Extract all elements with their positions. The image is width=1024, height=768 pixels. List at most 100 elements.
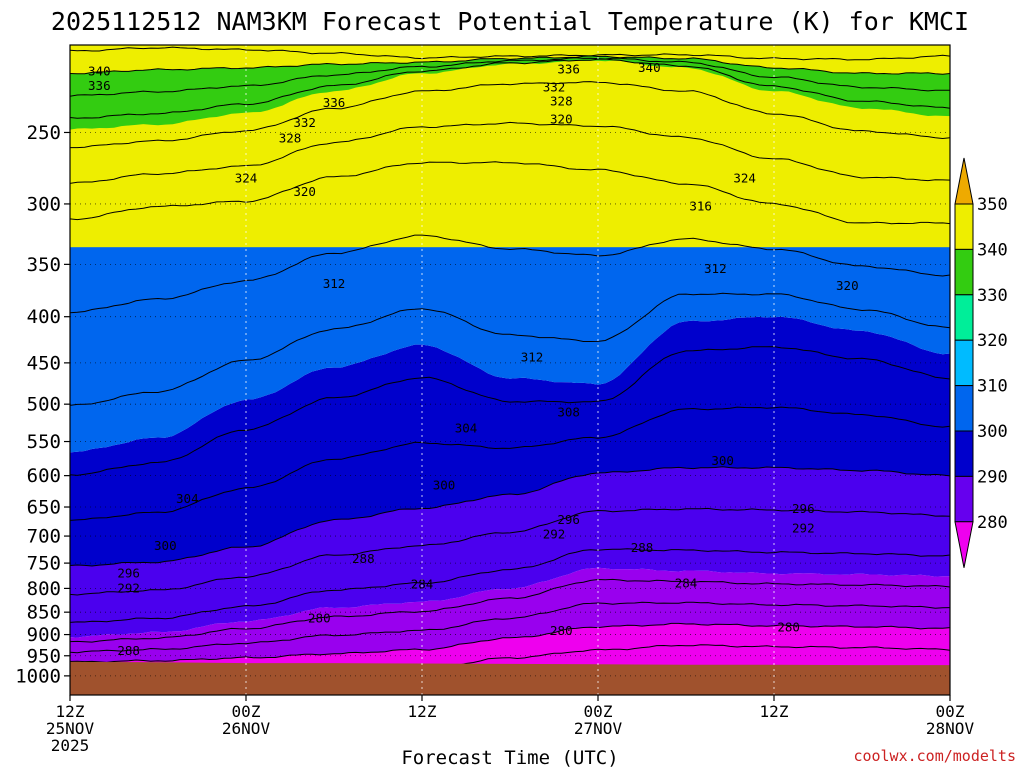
contour-label: 332 (293, 115, 316, 130)
y-tick-label: 1000 (15, 665, 61, 687)
contour-label: 336 (323, 95, 346, 110)
chart-title: 2025112512 NAM3KM Forecast Potential Tem… (51, 7, 969, 36)
contour-label: 324 (235, 170, 258, 185)
isentrope-296 (70, 507, 950, 596)
colorbar-label: 350 (977, 195, 1008, 215)
isentrope-332 (70, 58, 950, 119)
y-tick-label: 800 (27, 578, 61, 600)
x-tick-label: 12Z (56, 702, 85, 721)
contour-label: 320 (293, 184, 316, 199)
contour-label: 304 (455, 420, 478, 435)
y-tick-label: 850 (27, 602, 61, 624)
colorbar-segment (954, 203, 974, 250)
contour-label: 336 (557, 62, 580, 77)
contour-label: 340 (638, 60, 661, 75)
colorbar-label: 320 (977, 331, 1008, 351)
colorbar-label: 310 (977, 377, 1008, 397)
contour-label: 288 (631, 540, 654, 555)
contour-label: 320 (550, 112, 573, 127)
contour-label: 316 (689, 199, 712, 214)
contour-label: 312 (323, 276, 346, 291)
contour-label: 332 (543, 80, 566, 95)
colorbar-label: 340 (977, 240, 1008, 260)
contour-label: 296 (557, 512, 580, 527)
contour-label: 320 (836, 278, 859, 293)
y-tick-label: 300 (27, 193, 61, 215)
x-tick-label: 28NOV (926, 719, 975, 738)
isentrope-316 (70, 234, 950, 314)
ground-fill (70, 661, 950, 695)
contour-label: 284 (411, 576, 434, 591)
colorbar-label: 330 (977, 286, 1008, 306)
y-tick-label: 650 (27, 497, 61, 519)
y-tick-label: 900 (27, 624, 61, 646)
contour-label: 296 (792, 501, 815, 516)
contour-label: 292 (117, 580, 140, 595)
isentrope-324 (70, 121, 950, 184)
contour-label: 340 (88, 64, 111, 79)
x-tick-label: 12Z (408, 702, 437, 721)
isentrope-308 (70, 346, 950, 476)
colorbar-top-arrow (954, 157, 974, 205)
contour-label: 336 (88, 78, 111, 93)
x-tick-label: 2025 (51, 736, 90, 755)
colorbar-label: 280 (977, 513, 1008, 533)
contour-label: 300 (433, 477, 456, 492)
colorbar: 350 340 330 320 310 300 290 280 (954, 157, 1008, 568)
x-tick-label: 12Z (760, 702, 789, 721)
contour-label: 308 (557, 405, 580, 420)
colorbar-segment (954, 294, 974, 341)
fill-band-280-290 (70, 567, 950, 663)
contour-label: 288 (352, 551, 375, 566)
contour-label: 280 (777, 620, 800, 635)
contour-label: 300 (711, 453, 734, 468)
fill-band-330-340 (70, 55, 950, 130)
y-tick-label: 400 (27, 306, 61, 328)
plot-frame (69, 44, 951, 696)
contour-label: 288 (117, 643, 140, 658)
fill-band-340-350 (70, 45, 950, 75)
contour-label: 300 (154, 538, 177, 553)
y-tick-label: 500 (27, 394, 61, 416)
isentrope-300 (70, 466, 950, 567)
contour-label: 328 (279, 131, 302, 146)
isentrope-284 (70, 601, 950, 654)
isentrope-320 (70, 161, 950, 225)
isentrope-344 (70, 46, 950, 61)
contour-label: 304 (176, 491, 199, 506)
ground-layer (70, 661, 950, 695)
contour-label: 312 (521, 350, 544, 365)
isentrope-288 (70, 578, 950, 643)
credit-text: coolwx.com/modelts (853, 747, 1016, 765)
colorbar-label: 300 (977, 422, 1008, 442)
isentrope-312 (70, 292, 950, 406)
x-tick-label: 00Z (936, 702, 965, 721)
contour-label: 292 (543, 526, 566, 541)
contour-label: 280 (550, 623, 573, 638)
y-tick-label: 250 (27, 122, 61, 144)
colorbar-segment (954, 430, 974, 477)
colorbar-label: 290 (977, 467, 1008, 487)
y-tick-label: 750 (27, 553, 61, 575)
x-tick-label: 00Z (584, 702, 613, 721)
grid-lines (70, 45, 950, 695)
contour-label: 284 (675, 575, 698, 590)
x-axis-label: Forecast Time (UTC) (401, 747, 618, 768)
isentrope-280 (70, 622, 950, 663)
isentrope-328 (70, 81, 950, 149)
y-axis-pressure-ticks: 2503003504004505005506006507007508008509… (15, 122, 70, 687)
contour-label: 280 (308, 611, 331, 626)
x-tick-label: 27NOV (574, 719, 623, 738)
colorbar-segment (954, 248, 974, 296)
y-tick-label: 350 (27, 254, 61, 276)
isentrope-292 (70, 548, 950, 623)
x-tick-label: 26NOV (222, 719, 271, 738)
y-tick-label: 600 (27, 465, 61, 487)
contour-labels: 3403363363323283243203123043002962922882… (88, 60, 859, 658)
y-tick-label: 450 (27, 352, 61, 374)
colorbar-segment (954, 339, 974, 387)
x-tick-label: 00Z (232, 702, 261, 721)
isentrope-304 (70, 406, 950, 521)
